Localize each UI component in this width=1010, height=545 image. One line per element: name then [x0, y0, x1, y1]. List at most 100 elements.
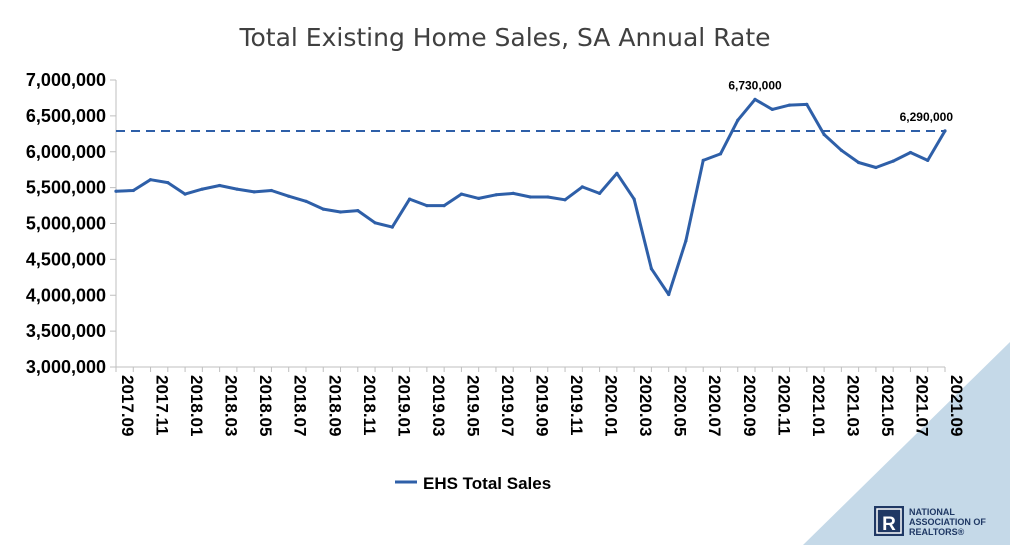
data-point	[805, 102, 809, 106]
data-point	[166, 181, 170, 185]
legend: EHS Total Sales	[395, 474, 551, 493]
data-label: 6,730,000	[728, 78, 782, 92]
x-tick-label: 2018.01	[187, 375, 206, 436]
data-labels: 6,730,000 6,290,000	[728, 78, 953, 124]
data-point	[511, 191, 515, 195]
data-point	[788, 103, 792, 107]
data-label: 6,290,000	[900, 110, 954, 124]
data-point	[338, 210, 343, 214]
x-tick-label: 2021.03	[843, 375, 862, 436]
data-point	[563, 198, 567, 202]
x-tick-label: 2019.01	[394, 375, 413, 436]
data-point	[528, 195, 533, 199]
data-point	[390, 225, 394, 229]
data-point	[753, 97, 757, 101]
data-point	[287, 194, 291, 198]
x-tick-label: 2020.03	[636, 375, 655, 436]
x-tick-label: 2017.09	[118, 375, 137, 436]
data-point	[926, 158, 930, 162]
x-tick-label: 2021.09	[947, 375, 966, 436]
data-point	[425, 204, 429, 208]
data-point	[200, 187, 204, 191]
series-group	[114, 97, 947, 297]
x-axis: 2017.09 2017.11 2018.01 2018.03 2018.05 2018.…	[115, 366, 966, 436]
data-point	[908, 150, 913, 155]
x-tick-label: 2018.09	[325, 375, 344, 436]
x-tick-label: 2020.01	[602, 375, 621, 436]
data-point	[321, 207, 325, 211]
logo-line-2: ASSOCIATION OF	[909, 517, 986, 527]
x-tick-label: 2017.11	[153, 375, 172, 436]
y-tick-label: 3,000,000	[26, 357, 106, 377]
y-tick-label: 4,000,000	[26, 285, 106, 305]
data-point	[148, 178, 153, 182]
logo-line-1: NATIONAL	[909, 507, 955, 517]
x-tick-label: 2021.05	[878, 375, 897, 436]
logo-mark-box	[874, 506, 904, 536]
data-point	[442, 204, 446, 208]
data-point	[649, 267, 654, 271]
data-point	[546, 195, 550, 199]
x-tick-label: 2018.07	[291, 375, 310, 436]
nar-logo: R NATIONAL ASSOCIATION OF REALTORS®	[874, 506, 986, 537]
data-point	[839, 148, 844, 152]
data-point	[857, 160, 861, 165]
x-tick-label: 2019.05	[463, 375, 482, 436]
data-point	[114, 189, 118, 193]
data-point	[459, 192, 463, 196]
data-point	[615, 171, 619, 175]
data-point	[718, 152, 723, 156]
chart-title: Total Existing Home Sales, SA Annual Rat…	[238, 23, 770, 52]
x-tick-label: 2021.01	[809, 375, 828, 436]
y-tick-label: 5,500,000	[26, 178, 106, 198]
data-point	[632, 197, 636, 201]
x-tick-label: 2020.05	[671, 375, 690, 436]
data-point	[494, 193, 498, 197]
legend-label: EHS Total Sales	[423, 474, 551, 493]
logo-line-3: REALTORS®	[909, 527, 965, 537]
data-point	[183, 192, 187, 196]
data-point	[874, 165, 878, 170]
data-point	[943, 129, 947, 133]
y-tick-label: 6,000,000	[26, 142, 106, 162]
data-point	[770, 107, 774, 111]
y-tick-label: 5,000,000	[26, 214, 106, 234]
y-tick-label: 7,000,000	[26, 70, 106, 90]
x-tick-label: 2021.07	[912, 375, 931, 436]
y-tick-label: 4,500,000	[26, 249, 106, 269]
data-point	[373, 221, 377, 225]
data-point	[218, 183, 222, 188]
x-tick-label: 2020.07	[705, 375, 724, 436]
x-tick-label: 2019.09	[533, 375, 552, 436]
y-tick-label: 3,500,000	[26, 321, 106, 341]
data-point	[408, 197, 412, 201]
x-tick-label: 2020.11	[774, 375, 793, 436]
logo-mark-inner	[876, 508, 902, 534]
data-point	[356, 209, 360, 213]
x-tick-label: 2018.11	[360, 375, 379, 436]
data-point	[580, 185, 584, 189]
logo-mark-letter: R	[882, 514, 896, 535]
data-point	[252, 190, 256, 194]
data-point	[235, 187, 239, 191]
data-point	[304, 199, 308, 203]
data-point	[269, 188, 273, 193]
data-point	[477, 196, 481, 200]
data-point	[822, 132, 826, 137]
y-tick-label: 6,500,000	[26, 106, 106, 126]
data-point	[667, 292, 671, 297]
x-tick-label: 2019.03	[429, 375, 448, 436]
x-tick-label: 2018.05	[256, 375, 275, 436]
data-point	[598, 191, 602, 195]
x-tick-label: 2019.11	[567, 375, 586, 436]
x-tick-label: 2019.07	[498, 375, 517, 436]
data-point	[684, 239, 688, 243]
data-point	[736, 118, 740, 122]
y-axis: 3,000,000 3,500,000 4,000,000 4,500,000 5,00…	[26, 70, 117, 377]
data-point	[131, 188, 135, 193]
x-tick-label: 2020.09	[740, 375, 759, 436]
corner-decoration	[803, 342, 1010, 545]
x-tick-label: 2018.03	[222, 375, 241, 436]
data-point	[701, 158, 705, 162]
